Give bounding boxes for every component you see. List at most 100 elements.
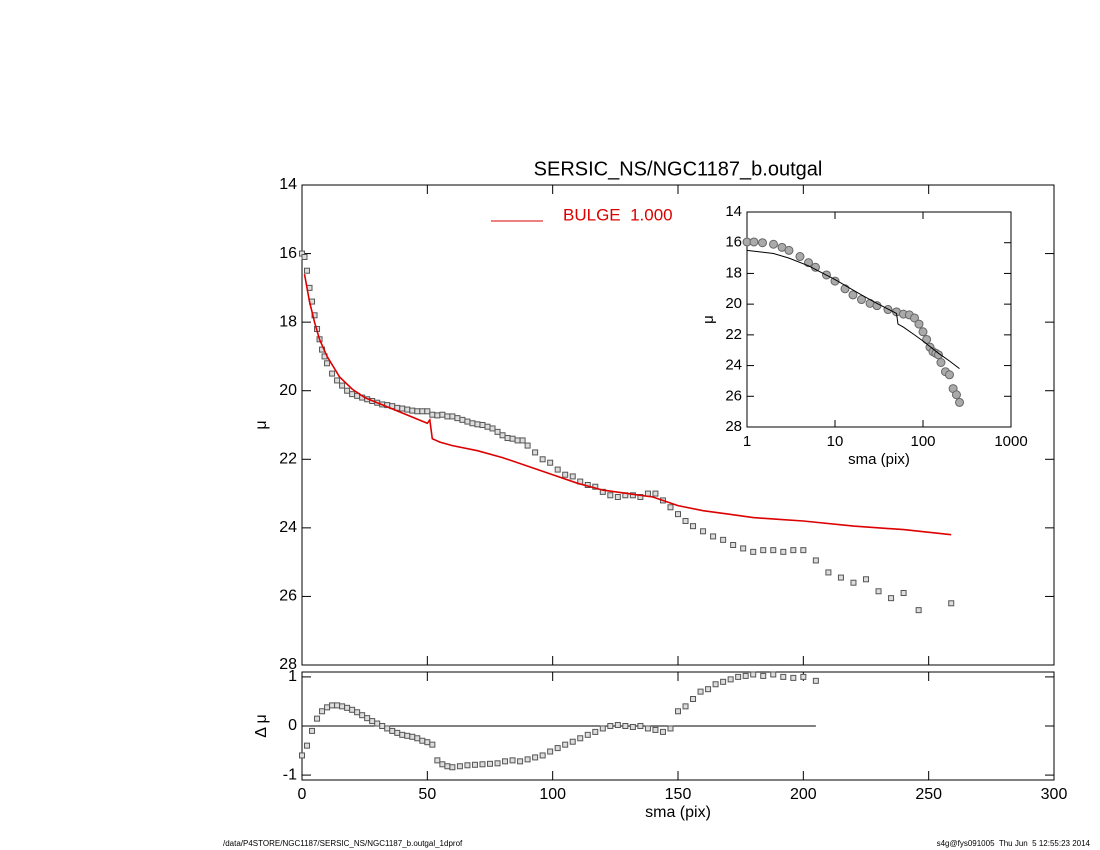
data-point <box>419 408 426 415</box>
y-tick-label: 28 <box>279 656 297 673</box>
data-point <box>667 504 674 511</box>
data-point <box>539 456 546 463</box>
data-point <box>459 416 466 423</box>
y-tick-label: 26 <box>279 588 297 605</box>
y-tick-label: 1 <box>288 668 297 685</box>
data-point <box>389 727 396 734</box>
data-point <box>329 370 336 377</box>
plot-frame <box>301 184 1055 666</box>
data-point <box>599 725 606 732</box>
data-point <box>349 706 356 713</box>
data-point <box>517 758 524 765</box>
data-point <box>918 327 928 337</box>
data-point <box>324 704 331 711</box>
x-tick-label: 200 <box>790 786 817 803</box>
data-point <box>487 760 493 767</box>
data-point <box>800 547 807 554</box>
data-point <box>768 239 778 249</box>
data-point <box>509 435 516 442</box>
y-tick-label: 26 <box>725 387 742 404</box>
data-point <box>554 745 561 752</box>
data-point <box>456 763 463 770</box>
data-point <box>914 319 924 329</box>
data-point <box>569 738 576 745</box>
data-point <box>848 290 858 300</box>
data-point <box>419 737 426 744</box>
data-point <box>780 548 787 555</box>
data-point <box>464 418 471 425</box>
data-point <box>951 390 961 400</box>
data-point <box>502 758 509 765</box>
data-point <box>690 523 697 530</box>
data-point <box>514 437 521 444</box>
x-tick-label: 0 <box>298 786 307 803</box>
data-point <box>760 672 767 679</box>
data-point <box>667 725 674 732</box>
x-tick-label: 1 <box>743 433 751 450</box>
data-point <box>399 731 406 738</box>
data-point <box>409 407 416 414</box>
data-point <box>562 471 569 478</box>
data-point <box>700 528 707 535</box>
data-point <box>429 741 436 748</box>
y-axis-label: Δ μ <box>253 714 270 737</box>
x-tick-label: 10 <box>827 433 844 450</box>
model-line <box>303 273 952 536</box>
data-point <box>577 735 584 742</box>
data-point <box>690 696 697 702</box>
data-point <box>409 733 416 740</box>
data-point <box>944 370 954 380</box>
data-point <box>562 741 569 748</box>
x-axis-label: sma (pix) <box>645 804 711 821</box>
data-point <box>760 547 767 554</box>
data-point <box>682 703 689 710</box>
data-point <box>449 764 456 771</box>
data-point <box>825 569 832 576</box>
data-point <box>364 715 371 722</box>
data-point <box>812 677 819 684</box>
plot-frame <box>746 211 1012 428</box>
y-tick-label: 16 <box>725 234 742 251</box>
footer-right: s4g@fys091005 Thu Jun 5 12:55:23 2014 <box>937 839 1091 848</box>
data-point <box>735 673 742 680</box>
y-tick-label: 18 <box>725 264 742 281</box>
y-tick-label: -1 <box>283 766 297 783</box>
data-point <box>539 752 546 759</box>
data-point <box>344 704 351 711</box>
data-point <box>850 579 857 586</box>
data-point <box>749 237 759 247</box>
data-point <box>697 688 704 695</box>
data-point <box>915 607 922 614</box>
data-point <box>720 678 727 685</box>
data-point <box>424 739 431 746</box>
y-tick-label: 16 <box>279 245 297 262</box>
data-point <box>652 490 659 497</box>
data-point <box>399 405 406 412</box>
data-point <box>840 284 850 294</box>
data-point <box>629 723 636 730</box>
data-point <box>750 671 757 678</box>
data-point <box>384 725 391 732</box>
data-point <box>319 708 326 715</box>
data-point <box>790 547 797 554</box>
data-point <box>349 391 356 398</box>
data-point <box>479 422 486 428</box>
data-point <box>324 360 331 367</box>
data-point <box>644 725 651 732</box>
data-point <box>301 254 308 260</box>
data-point <box>795 252 805 262</box>
data-point <box>524 442 531 449</box>
data-point <box>856 295 866 305</box>
data-point <box>614 722 621 729</box>
data-point <box>547 459 554 466</box>
data-point <box>790 674 797 681</box>
data-point <box>682 518 689 524</box>
data-point <box>652 726 659 733</box>
data-point <box>464 762 471 769</box>
x-tick-label: 100 <box>910 433 935 450</box>
data-point <box>494 428 501 435</box>
data-point <box>909 313 919 323</box>
data-point <box>554 466 561 473</box>
data-point <box>394 729 401 736</box>
